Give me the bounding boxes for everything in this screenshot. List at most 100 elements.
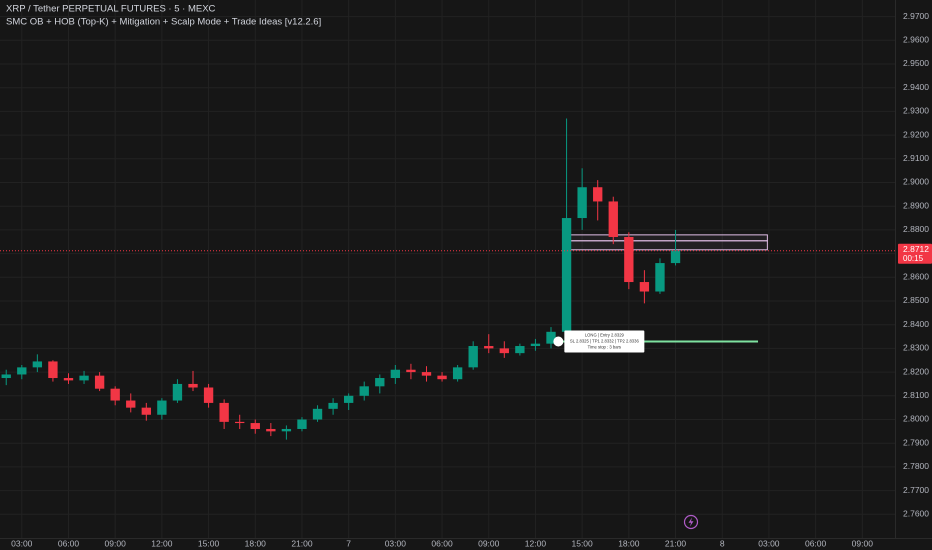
candle-body bbox=[219, 402, 229, 422]
x-tick-label: 12:00 bbox=[525, 538, 547, 548]
candle-body bbox=[437, 375, 447, 380]
x-tick-label: 12:00 bbox=[151, 538, 173, 548]
trade-label-text: Time stop : 3 bars bbox=[588, 345, 621, 350]
x-tick-label: 8 bbox=[720, 538, 725, 548]
y-tick-label: 2.8100 bbox=[903, 390, 929, 400]
candle-body bbox=[172, 383, 183, 401]
candle-body bbox=[250, 423, 260, 429]
trade-marker bbox=[553, 336, 564, 347]
y-tick-label: 2.8800 bbox=[903, 224, 929, 234]
x-tick-label: 06:00 bbox=[431, 538, 453, 548]
y-tick-label: 2.9600 bbox=[903, 35, 929, 45]
y-tick-label: 2.9100 bbox=[903, 153, 929, 163]
x-tick-label: 21:00 bbox=[665, 538, 687, 548]
trade-label-text: SL 2.8325 | TP1 2.8332 | TP2 2.8336 bbox=[570, 339, 640, 344]
candle-body bbox=[312, 408, 323, 420]
candle-body bbox=[48, 361, 58, 379]
y-tick-label: 2.7800 bbox=[903, 461, 929, 471]
axes: 2.9700 2.9600 2.9500 2.9400 2.9300 2.9200 2.91… bbox=[11, 11, 932, 548]
order-block-zone bbox=[564, 234, 768, 242]
candle-body bbox=[421, 372, 432, 376]
candle-body bbox=[452, 367, 463, 380]
candle-body bbox=[499, 348, 509, 354]
candle-body bbox=[1, 374, 11, 379]
x-tick-label: 09:00 bbox=[105, 538, 127, 548]
trade-label-box bbox=[564, 330, 645, 353]
y-tick-label: 2.7700 bbox=[903, 485, 929, 495]
x-tick-label: 09:00 bbox=[852, 538, 874, 548]
candle-body bbox=[515, 346, 525, 354]
indicator-name: SMC OB + HOB (Top-K) + Mitigation + Scal… bbox=[6, 17, 321, 28]
candle-body bbox=[94, 375, 105, 389]
candle-body bbox=[655, 263, 665, 292]
candle-body bbox=[110, 388, 120, 401]
candle-body bbox=[484, 346, 494, 349]
candle-body bbox=[157, 400, 167, 415]
price-tag bbox=[898, 243, 932, 264]
candle-body bbox=[281, 428, 292, 432]
y-tick-label: 2.8600 bbox=[903, 272, 929, 282]
y-tick-label: 2.9700 bbox=[903, 11, 929, 21]
y-tick-label: 2.8900 bbox=[903, 200, 929, 210]
x-tick-label: 21:00 bbox=[291, 538, 313, 548]
x-tick-label: 03:00 bbox=[758, 538, 780, 548]
y-tick-label: 2.8500 bbox=[903, 295, 929, 305]
candle-body bbox=[126, 400, 136, 408]
candle-body bbox=[670, 250, 681, 264]
candle-body bbox=[530, 343, 541, 347]
y-tick-label: 2.8400 bbox=[903, 319, 929, 329]
x-tick-label: 09:00 bbox=[478, 538, 500, 548]
candle-body bbox=[468, 346, 478, 368]
price-tag-value: 2.8712 bbox=[903, 244, 929, 254]
x-tick-label: 18:00 bbox=[245, 538, 267, 548]
x-tick-label: 15:00 bbox=[571, 538, 593, 548]
candle-body bbox=[390, 369, 401, 379]
candle-body bbox=[17, 367, 27, 375]
order-block-zone bbox=[564, 240, 768, 251]
candle-body bbox=[235, 421, 245, 424]
x-tick-label: 15:00 bbox=[198, 538, 220, 548]
x-tick-label: 06:00 bbox=[58, 538, 80, 548]
candle-body bbox=[546, 331, 556, 344]
y-tick-label: 2.8000 bbox=[903, 414, 929, 424]
candle-body bbox=[188, 383, 198, 388]
alert-icon[interactable] bbox=[683, 514, 699, 530]
x-tick-label: 18:00 bbox=[618, 538, 640, 548]
candle-body bbox=[32, 361, 43, 368]
y-tick-label: 2.9000 bbox=[903, 177, 929, 187]
x-tick-label: 7 bbox=[346, 538, 351, 548]
y-tick-label: 2.9500 bbox=[903, 58, 929, 68]
candle-body bbox=[328, 402, 338, 409]
candle-body bbox=[406, 369, 416, 373]
candle-body bbox=[639, 282, 650, 292]
y-tick-label: 2.9200 bbox=[903, 129, 929, 139]
y-tick-label: 2.9400 bbox=[903, 82, 929, 92]
candle-body bbox=[624, 237, 634, 283]
alert-circle bbox=[683, 514, 699, 530]
y-tick-label: 2.8200 bbox=[903, 366, 929, 376]
candle-body bbox=[561, 218, 572, 332]
grid bbox=[0, 0, 895, 538]
price-tag-countdown: 00:15 bbox=[903, 254, 924, 263]
candle-body bbox=[141, 407, 151, 415]
x-tick-label: 03:00 bbox=[385, 538, 407, 548]
candle-body bbox=[359, 386, 369, 396]
candle-body bbox=[375, 378, 385, 387]
y-tick-label: 2.7600 bbox=[903, 509, 929, 519]
alert-bolt bbox=[688, 517, 694, 527]
x-tick-label: 06:00 bbox=[805, 538, 827, 548]
candle-body bbox=[79, 375, 89, 381]
y-tick-label: 2.8300 bbox=[903, 343, 929, 353]
candle-body bbox=[577, 187, 587, 219]
candle-body bbox=[343, 395, 354, 403]
candle-body bbox=[63, 378, 74, 381]
candle-body bbox=[608, 201, 618, 238]
trade-label-text: LONG | Entry 2.8329 bbox=[585, 333, 625, 338]
candle-body bbox=[593, 187, 603, 202]
candle-body bbox=[266, 428, 276, 432]
y-tick-label: 2.7900 bbox=[903, 437, 929, 447]
y-tick-label: 2.9300 bbox=[903, 106, 929, 116]
